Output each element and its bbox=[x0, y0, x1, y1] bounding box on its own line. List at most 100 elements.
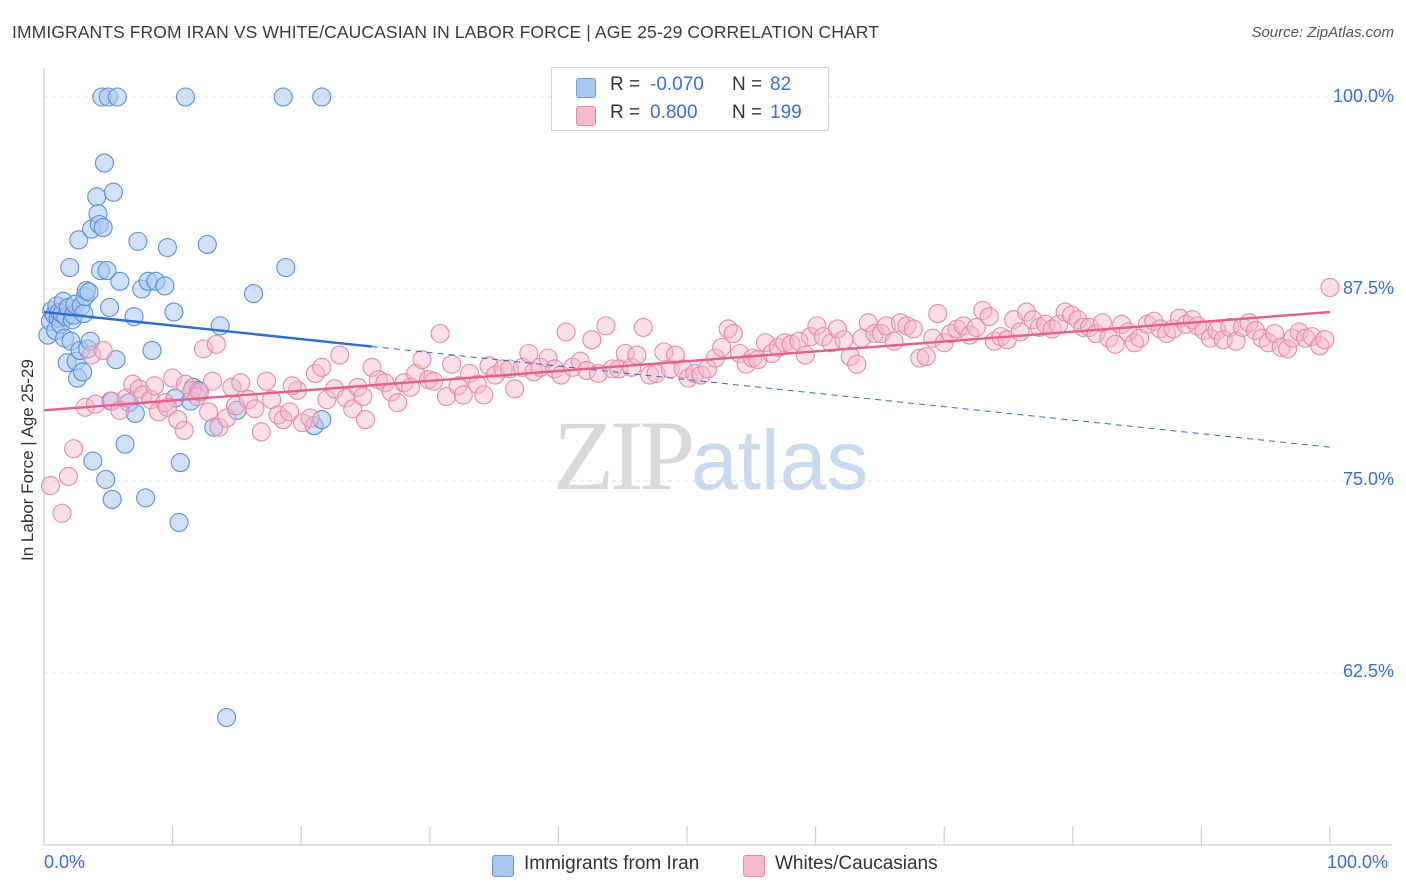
series-iran-points bbox=[38, 87, 332, 728]
data-point-white bbox=[362, 357, 382, 377]
data-point-white bbox=[193, 339, 214, 359]
data-point-iran bbox=[276, 257, 296, 278]
data-point-white bbox=[1245, 320, 1265, 341]
data-point-iran bbox=[169, 512, 189, 533]
data-point-white bbox=[712, 337, 732, 357]
data-point-white bbox=[245, 399, 265, 419]
data-point-white bbox=[64, 439, 84, 459]
data-point-iran bbox=[175, 87, 196, 107]
legend-row-iran: R = -0.070 N = 82 bbox=[552, 71, 828, 101]
data-point-white bbox=[317, 390, 337, 410]
data-point-white bbox=[755, 333, 775, 353]
data-point-iran bbox=[244, 284, 264, 304]
data-point-white bbox=[312, 357, 332, 377]
data-point-white bbox=[148, 402, 169, 422]
data-point-white bbox=[145, 376, 165, 396]
trend-line-white bbox=[43, 310, 1331, 412]
data-point-white bbox=[633, 317, 653, 337]
data-point-iran bbox=[197, 234, 217, 255]
data-point-iran bbox=[69, 230, 89, 250]
data-point-white bbox=[865, 323, 885, 344]
data-point-white bbox=[685, 363, 705, 384]
x-tick-0: 0.0% bbox=[44, 852, 86, 872]
legend-swatch-pink bbox=[743, 855, 765, 877]
legend-swatch-blue bbox=[576, 78, 596, 98]
legend-label-iran: Immigrants from Iran bbox=[524, 853, 700, 874]
data-point-iran bbox=[115, 434, 135, 454]
data-point-white bbox=[916, 347, 936, 367]
data-point-iran bbox=[110, 271, 130, 291]
legend-row-white: R = 0.800 N = 199 bbox=[552, 99, 828, 129]
data-point-white bbox=[1310, 336, 1330, 356]
legend-n-label: N = bbox=[732, 74, 763, 95]
data-point-white bbox=[596, 316, 616, 336]
trend-lines bbox=[43, 310, 1331, 448]
data-point-white bbox=[40, 476, 60, 496]
data-point-white bbox=[85, 394, 105, 414]
legend-n-value: 82 bbox=[770, 74, 792, 95]
data-point-white bbox=[884, 331, 904, 351]
data-point-white bbox=[493, 359, 513, 379]
data-point-iran bbox=[128, 231, 148, 251]
data-point-white bbox=[52, 503, 72, 523]
data-point-white bbox=[343, 399, 363, 419]
data-point-white bbox=[807, 316, 827, 336]
y-tick-75: 75.0% bbox=[1342, 469, 1394, 489]
data-point-white bbox=[474, 385, 494, 405]
y-axis-label: In Labor Force | Age 25-29 bbox=[18, 359, 37, 561]
data-point-white bbox=[199, 402, 219, 422]
data-point-white bbox=[206, 334, 226, 354]
data-point-white bbox=[430, 323, 450, 344]
data-point-white bbox=[775, 333, 795, 353]
data-point-iran bbox=[80, 331, 100, 351]
data-point-white bbox=[556, 322, 576, 342]
series-legend: Immigrants from Iran Whites/Caucasians bbox=[0, 852, 1406, 880]
data-point-iran bbox=[106, 350, 126, 370]
data-point-white bbox=[627, 345, 647, 365]
data-point-white bbox=[479, 356, 499, 376]
watermark-zip: ZIP bbox=[553, 400, 695, 511]
data-point-white bbox=[1023, 310, 1043, 330]
data-point-white bbox=[388, 393, 408, 413]
data-point-iran bbox=[102, 489, 122, 509]
data-point-white bbox=[979, 307, 999, 327]
data-point-white bbox=[157, 397, 178, 417]
data-point-white bbox=[654, 342, 674, 362]
legend-label-white: Whites/Caucasians bbox=[775, 853, 938, 874]
data-point-white bbox=[1016, 302, 1037, 322]
data-point-white bbox=[412, 350, 432, 370]
data-point-white bbox=[505, 379, 525, 399]
trend-line-iran bbox=[43, 310, 373, 348]
data-point-iran bbox=[204, 417, 224, 437]
data-point-white bbox=[58, 466, 78, 486]
data-point-white bbox=[910, 348, 930, 368]
data-point-white bbox=[1105, 334, 1125, 354]
x-tick-100: 100.0% bbox=[1327, 852, 1389, 872]
legend-n-label: N = bbox=[732, 102, 763, 123]
data-point-white bbox=[827, 319, 848, 339]
data-point-white bbox=[1315, 330, 1335, 350]
data-point-white bbox=[673, 359, 693, 379]
source-label: Source: ZipAtlas.com bbox=[1251, 24, 1394, 41]
data-point-iran bbox=[93, 218, 113, 238]
y-tick-87-5: 87.5% bbox=[1342, 278, 1394, 298]
data-point-iran bbox=[74, 304, 94, 324]
axes bbox=[43, 68, 1392, 846]
data-point-white bbox=[82, 345, 102, 365]
data-point-iran bbox=[60, 257, 80, 278]
stats-legend: R = -0.070 N = 82 R = 0.800 N = 199 bbox=[551, 67, 829, 131]
data-point-white bbox=[1278, 339, 1298, 359]
data-point-white bbox=[202, 371, 223, 391]
data-point-iran bbox=[94, 153, 114, 173]
data-point-white bbox=[903, 319, 923, 339]
legend-swatch-blue bbox=[492, 855, 514, 877]
data-point-white bbox=[1258, 333, 1278, 353]
chart-title: IMMIGRANTS FROM IRAN VS WHITE/CAUCASIAN … bbox=[12, 22, 880, 42]
data-point-white bbox=[622, 357, 642, 377]
data-point-white bbox=[355, 410, 376, 430]
data-point-white bbox=[723, 323, 743, 344]
legend-swatch-pink bbox=[576, 106, 596, 126]
data-point-white bbox=[966, 317, 986, 337]
watermark-atlas: atlas bbox=[691, 413, 869, 507]
